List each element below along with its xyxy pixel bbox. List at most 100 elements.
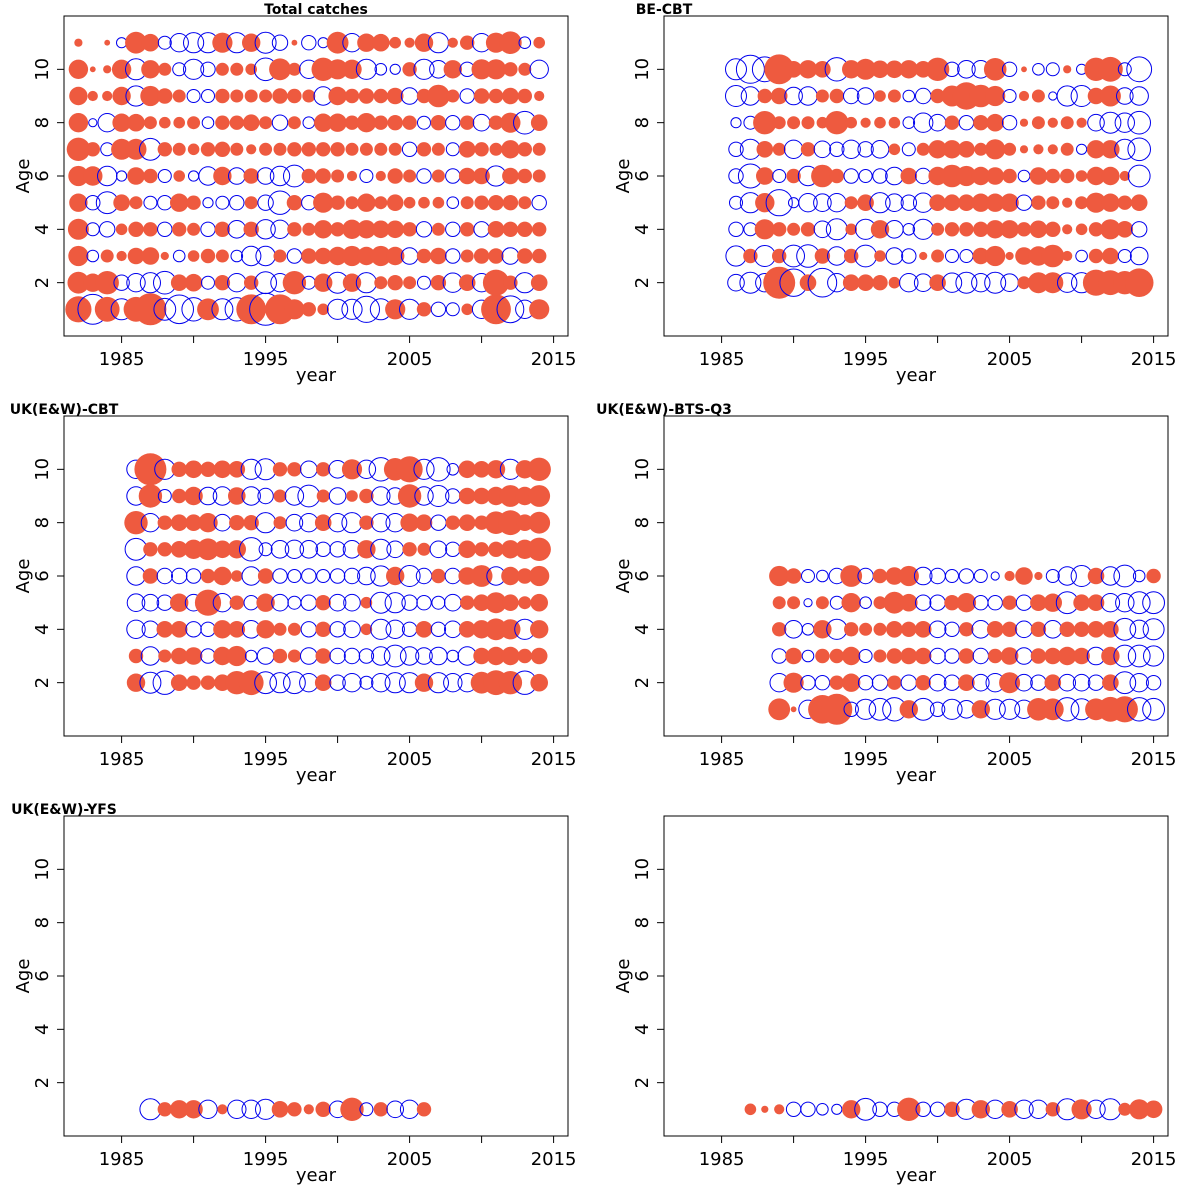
negative-residual-bubble (241, 566, 261, 586)
positive-residual-bubble (517, 88, 532, 104)
positive-residual-bubble (1043, 593, 1062, 612)
positive-residual-bubble (200, 568, 216, 584)
positive-residual-bubble (532, 222, 547, 237)
y-tick-label: 8 (32, 117, 53, 128)
positive-residual-bubble (141, 33, 160, 52)
positive-residual-bubble (1098, 56, 1123, 82)
panel-4-uk-ew-yfs: UK(E&W)-YFS 1985 1995 2005 2015 year 2 4 6 8 10 Age (11, 802, 576, 1186)
negative-residual-bubble (416, 595, 432, 611)
positive-residual-bubble (517, 648, 532, 664)
positive-residual-bubble (159, 116, 171, 129)
positive-residual-bubble (256, 593, 275, 612)
positive-residual-bubble (931, 249, 945, 263)
positive-residual-bubble (430, 115, 447, 131)
positive-residual-bubble (1029, 167, 1048, 185)
panel-title: Total catches (264, 2, 368, 18)
positive-residual-bubble (344, 115, 360, 130)
positive-residual-bubble (345, 196, 359, 210)
x-tick-label: 1985 (99, 1149, 145, 1170)
panel-2-uk-ew-cbt: UK(E&W)-CBT 1985 1995 2005 2015 year 2 4 6 8 10 Age (10, 402, 577, 786)
negative-residual-bubble (357, 566, 376, 586)
positive-residual-bubble (357, 193, 376, 212)
positive-residual-bubble (74, 38, 83, 47)
negative-residual-bubble (157, 35, 172, 50)
positive-residual-bubble (330, 142, 345, 157)
positive-residual-bubble (143, 168, 158, 184)
positive-residual-bubble (1124, 268, 1154, 298)
panel-3-uk-ew-bts-q3: UK(E&W)-BTS-Q3 1985 1995 2005 2015 year 2 4 6 8 10… (596, 402, 1176, 786)
positive-residual-bubble (243, 221, 259, 237)
negative-residual-bubble (141, 620, 160, 639)
positive-residual-bubble (1102, 674, 1119, 691)
positive-residual-bubble (170, 274, 188, 292)
positive-residual-bubble (445, 515, 460, 530)
y-tick-label: 8 (632, 117, 653, 128)
negative-residual-bubble (385, 619, 405, 640)
positive-residual-bubble (1075, 196, 1089, 210)
positive-residual-bubble (315, 595, 331, 611)
positive-residual-bubble (503, 62, 518, 77)
positive-residual-bubble (755, 193, 775, 213)
y-tick-label: 2 (32, 277, 53, 288)
positive-residual-bubble (885, 60, 904, 79)
positive-residual-bubble (301, 302, 316, 317)
positive-residual-bubble (402, 222, 417, 237)
negative-residual-bubble (256, 647, 275, 665)
positive-residual-bubble (900, 593, 918, 612)
positive-residual-bubble (502, 195, 519, 211)
negative-residual-bubble (414, 486, 434, 506)
negative-residual-bubble (1127, 164, 1151, 188)
negative-residual-bubble (1129, 86, 1149, 106)
positive-residual-bubble (944, 115, 960, 130)
positive-residual-bubble (532, 142, 546, 156)
positive-residual-bubble (971, 193, 990, 212)
positive-residual-bubble (228, 461, 246, 478)
negative-residual-bubble (730, 117, 742, 129)
positive-residual-bubble (1019, 118, 1029, 127)
negative-residual-bubble (255, 245, 276, 267)
positive-residual-bubble (400, 513, 419, 532)
positive-residual-bubble (1005, 251, 1014, 261)
positive-residual-bubble (474, 195, 489, 210)
positive-residual-bubble (474, 142, 489, 157)
positive-residual-bubble (971, 1100, 990, 1119)
residual-bubbles (768, 564, 1165, 725)
positive-residual-bubble (244, 89, 258, 103)
positive-residual-bubble (87, 90, 98, 102)
positive-residual-bubble (273, 249, 287, 263)
positive-residual-bubble (160, 251, 169, 261)
positive-residual-bubble (986, 621, 1004, 638)
negative-residual-bubble (900, 194, 917, 211)
negative-residual-bubble (1057, 566, 1077, 586)
negative-residual-bubble (944, 621, 960, 638)
positive-residual-bubble (184, 460, 203, 479)
negative-residual-bubble (164, 294, 194, 325)
negative-residual-bubble (858, 169, 873, 183)
positive-residual-bubble (213, 646, 232, 666)
negative-residual-bubble (431, 595, 446, 610)
positive-residual-bubble (958, 648, 975, 664)
positive-residual-bubble (929, 274, 946, 292)
positive-residual-bubble (326, 31, 349, 54)
positive-residual-bubble (1062, 250, 1073, 262)
positive-residual-bubble (969, 84, 993, 108)
plot-frame (663, 815, 1169, 1137)
negative-residual-bubble (241, 1099, 261, 1119)
positive-residual-bubble (1047, 117, 1058, 128)
positive-residual-bubble (785, 568, 802, 584)
negative-residual-bubble (241, 486, 261, 506)
negative-residual-bubble (814, 675, 831, 691)
positive-residual-bubble (213, 566, 232, 586)
positive-residual-bubble (143, 542, 158, 557)
positive-residual-bubble (460, 115, 475, 130)
negative-residual-bubble (739, 271, 762, 294)
positive-residual-bubble (125, 31, 147, 54)
negative-residual-bubble (355, 58, 377, 80)
positive-residual-bubble (1075, 223, 1088, 236)
x-axis-label: year (296, 365, 337, 386)
positive-residual-bubble (470, 565, 493, 587)
positive-residual-bubble (986, 193, 1005, 212)
positive-residual-bubble (1034, 571, 1043, 581)
positive-residual-bubble (287, 462, 302, 477)
positive-residual-bubble (213, 540, 232, 559)
